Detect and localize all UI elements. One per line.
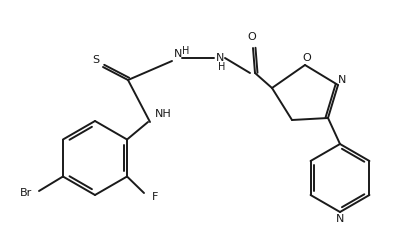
Text: O: O — [302, 53, 310, 63]
Text: N: N — [173, 49, 182, 59]
Text: N: N — [215, 53, 224, 63]
Text: NH: NH — [155, 109, 171, 119]
Text: F: F — [152, 192, 158, 202]
Text: H: H — [218, 62, 225, 72]
Text: O: O — [247, 32, 256, 42]
Text: Br: Br — [20, 188, 32, 198]
Text: N: N — [335, 214, 343, 224]
Text: H: H — [182, 46, 189, 56]
Text: N: N — [337, 75, 345, 85]
Text: S: S — [92, 55, 99, 65]
